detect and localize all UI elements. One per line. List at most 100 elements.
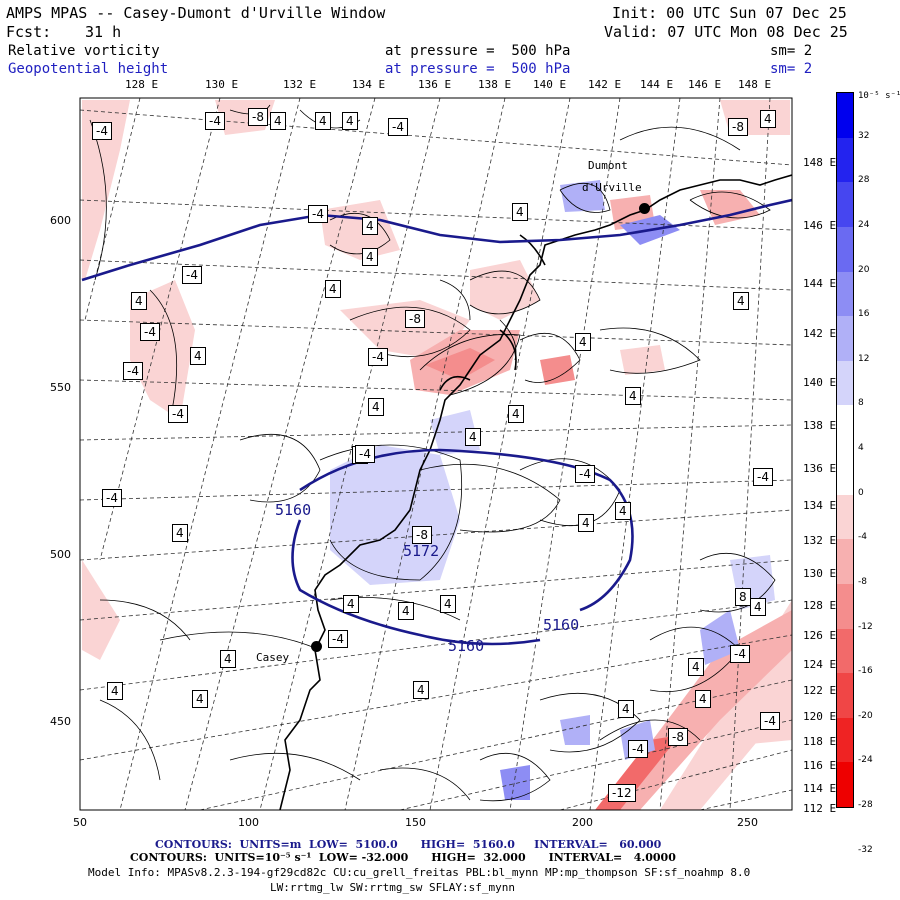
map-field bbox=[80, 98, 792, 810]
field1-level: at pressure = 500 hPa bbox=[385, 43, 571, 59]
vorticity-label: -4 bbox=[328, 630, 348, 648]
vorticity-label: -4 bbox=[575, 465, 595, 483]
colorbar-swatch bbox=[837, 137, 853, 183]
right-lon-label: 116 E bbox=[803, 759, 837, 772]
vorticity-label: 4 bbox=[440, 595, 456, 613]
vorticity-label: -4 bbox=[205, 112, 225, 130]
vorticity-label: 4 bbox=[512, 203, 528, 221]
vorticity-label: 4 bbox=[575, 333, 591, 351]
colorbar-swatch bbox=[837, 583, 853, 629]
top-lon-label: 136 E bbox=[418, 78, 452, 91]
vorticity-label: 4 bbox=[362, 248, 378, 266]
right-lon-label: 122 E bbox=[803, 684, 837, 697]
colorbar-label: 8 bbox=[858, 398, 864, 409]
vorticity-label: 4 bbox=[315, 112, 331, 130]
x-tick-label: 250 bbox=[737, 816, 758, 829]
colorbar-label: -20 bbox=[858, 710, 873, 721]
vorticity-label: -4 bbox=[753, 468, 773, 486]
height-contour-label: 5160 bbox=[543, 616, 580, 634]
right-lon-label: 148 E bbox=[803, 156, 837, 169]
colorbar-swatch bbox=[837, 405, 853, 450]
y-tick-label: 500 bbox=[50, 548, 71, 561]
colorbar-swatch bbox=[837, 360, 853, 406]
y-tick-label: 600 bbox=[50, 214, 71, 227]
field1-name: Relative vorticity bbox=[8, 43, 160, 59]
vorticity-label: 4 bbox=[465, 428, 481, 446]
height-contour-label: 5160 bbox=[275, 501, 312, 519]
colorbar-unit: 10⁻⁵ s⁻¹ bbox=[858, 91, 900, 101]
right-lon-label: 126 E bbox=[803, 629, 837, 642]
footer-vorticity-contours: CONTOURS: UNITS=10⁻⁵ s⁻¹ LOW= -32.000 HI… bbox=[130, 851, 676, 864]
vorticity-label: 4 bbox=[760, 110, 776, 128]
colorbar-swatch bbox=[837, 450, 853, 495]
vorticity-label: -4 bbox=[182, 266, 202, 284]
right-lon-label: 140 E bbox=[803, 376, 837, 389]
colorbar-label: -24 bbox=[858, 755, 873, 766]
vorticity-label: 4 bbox=[192, 690, 208, 708]
init-time: Init: 00 UTC Sun 07 Dec 25 bbox=[612, 4, 847, 22]
forecast-label: Fcst: bbox=[6, 23, 52, 41]
right-lon-label: 138 E bbox=[803, 419, 837, 432]
forecast-hour: 31 h bbox=[85, 23, 122, 41]
vorticity-label: 4 bbox=[733, 292, 749, 310]
colorbar-label: 0 bbox=[858, 487, 864, 498]
coastline bbox=[279, 174, 792, 810]
colorbar-swatch bbox=[837, 93, 853, 138]
footer-physics-info: LW:rrtmg_lw SW:rrtmg_sw SFLAY:sf_mynn bbox=[270, 881, 516, 894]
top-lon-label: 138 E bbox=[478, 78, 512, 91]
top-lon-label: 134 E bbox=[352, 78, 386, 91]
colorbar-label: 16 bbox=[858, 309, 870, 320]
place-name: Casey bbox=[256, 651, 290, 664]
right-lon-label: 142 E bbox=[803, 327, 837, 340]
vorticity-label: -4 bbox=[168, 405, 188, 423]
vorticity-label: -4 bbox=[628, 740, 648, 758]
field2-smoothing: sm= 2 bbox=[770, 61, 813, 77]
y-tick-label: 550 bbox=[50, 381, 71, 394]
colorbar-swatch bbox=[837, 494, 853, 540]
right-lon-label: 120 E bbox=[803, 710, 837, 723]
colorbar-swatch bbox=[837, 271, 853, 317]
colorbar-label: 32 bbox=[858, 130, 870, 141]
right-lon-label: 146 E bbox=[803, 219, 837, 232]
colorbar-label: 28 bbox=[858, 175, 870, 186]
colorbar-label: -32 bbox=[858, 844, 873, 855]
map-frame bbox=[79, 97, 793, 811]
vorticity-label: 4 bbox=[270, 112, 286, 130]
place-name: d'Urville bbox=[582, 181, 642, 194]
vorticity-label: 4 bbox=[220, 650, 236, 668]
right-lon-label: 144 E bbox=[803, 277, 837, 290]
footer-model-info: Model Info: MPASv8.2.3-194-gf29cd82c CU:… bbox=[88, 866, 751, 879]
colorbar-label: 24 bbox=[858, 219, 870, 230]
vorticity-label: -8 bbox=[248, 108, 268, 126]
vorticity-label: 4 bbox=[343, 595, 359, 613]
colorbar-label: -8 bbox=[858, 576, 867, 587]
field2-level: at pressure = 500 hPa bbox=[385, 61, 571, 77]
vorticity-label: -4 bbox=[355, 445, 375, 463]
top-lon-label: 142 E bbox=[588, 78, 622, 91]
vorticity-label: -4 bbox=[368, 348, 388, 366]
vorticity-label: 4 bbox=[695, 690, 711, 708]
field1-smoothing: sm= 2 bbox=[770, 43, 813, 59]
vorticity-label: -4 bbox=[123, 362, 143, 380]
vorticity-label: -12 bbox=[608, 784, 636, 802]
colorbar-label: 20 bbox=[858, 264, 870, 275]
vorticity-label: 4 bbox=[625, 387, 641, 405]
station-dot-casey bbox=[311, 641, 322, 652]
vorticity-label: -8 bbox=[412, 526, 432, 544]
colorbar-swatch bbox=[837, 539, 853, 584]
right-lon-label: 124 E bbox=[803, 658, 837, 671]
colorbar-swatch bbox=[837, 226, 853, 272]
top-lon-label: 130 E bbox=[205, 78, 239, 91]
vorticity-label: -8 bbox=[728, 118, 748, 136]
vorticity-label: -4 bbox=[760, 712, 780, 730]
colorbar bbox=[836, 92, 854, 808]
colorbar-swatch bbox=[837, 717, 853, 763]
vorticity-label: 8 bbox=[735, 588, 751, 606]
x-tick-label: 200 bbox=[572, 816, 593, 829]
colorbar-swatch bbox=[837, 316, 853, 361]
x-tick-label: 50 bbox=[73, 816, 87, 829]
vorticity-label: 4 bbox=[190, 347, 206, 365]
vorticity-label: 4 bbox=[615, 502, 631, 520]
right-lon-label: 118 E bbox=[803, 735, 837, 748]
top-lon-label: 144 E bbox=[640, 78, 674, 91]
